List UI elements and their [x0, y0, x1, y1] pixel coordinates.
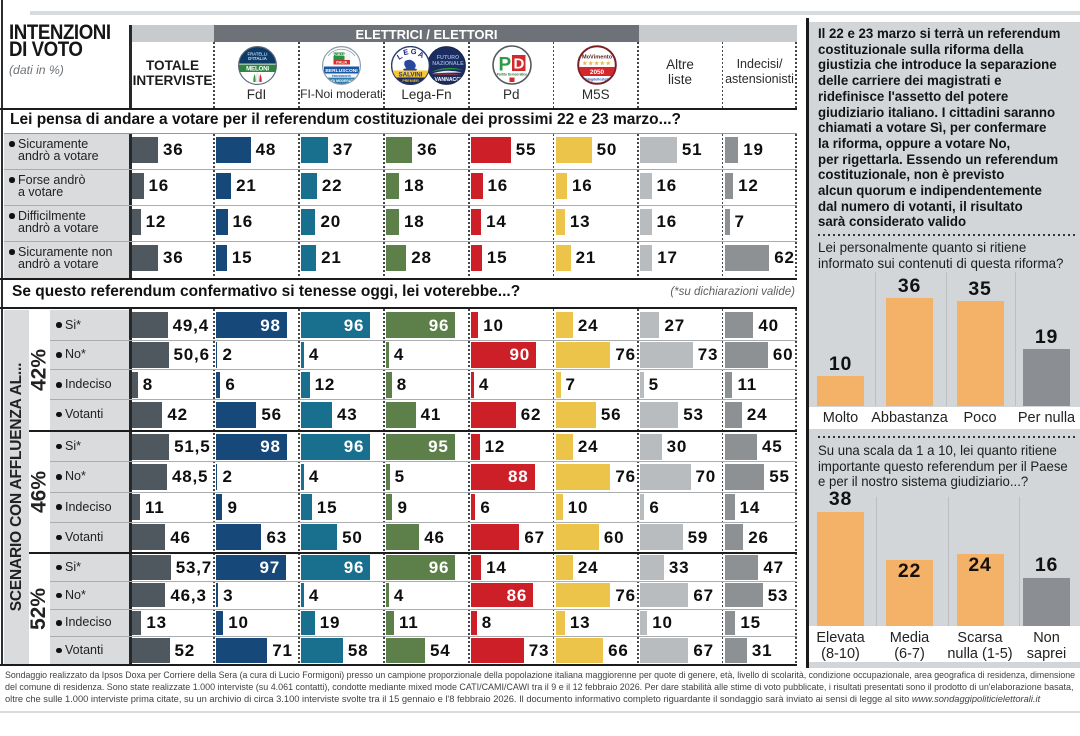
- svg-text:P: P: [499, 55, 512, 76]
- svg-text:L: L: [395, 51, 404, 61]
- svg-text:D: D: [514, 56, 525, 73]
- svg-text:NAZIONALE: NAZIONALE: [432, 61, 464, 67]
- svg-text:ITALIA: ITALIA: [336, 61, 348, 65]
- svg-text:A: A: [417, 50, 426, 61]
- svg-text:PREMIER: PREMIER: [402, 79, 419, 83]
- svg-text:E: E: [402, 47, 409, 57]
- svg-text:FUTURO: FUTURO: [437, 55, 459, 61]
- svg-text:BERLUSCONI: BERLUSCONI: [325, 68, 358, 74]
- svg-text:SALVINI: SALVINI: [399, 71, 423, 78]
- svg-text:FRATELLI: FRATELLI: [248, 52, 268, 57]
- svg-text:MELONI: MELONI: [246, 66, 269, 73]
- svg-text:PRESIDENTE: PRESIDENTE: [332, 74, 351, 78]
- svg-text:★★★★★: ★★★★★: [581, 61, 611, 67]
- svg-text:ilblogdellestelle: ilblogdellestelle: [584, 78, 611, 82]
- svg-text:G: G: [410, 47, 417, 57]
- svg-text:VANNACCI: VANNACCI: [435, 77, 463, 83]
- svg-text:FORZA: FORZA: [333, 53, 345, 57]
- svg-text:NOI MODERATI: NOI MODERATI: [329, 79, 354, 83]
- svg-text:Partito Democratico: Partito Democratico: [497, 73, 527, 77]
- svg-text:2050: 2050: [590, 69, 605, 76]
- svg-text:D'ITALIA: D'ITALIA: [248, 56, 268, 61]
- svg-text:MoVimento: MoVimento: [582, 55, 613, 61]
